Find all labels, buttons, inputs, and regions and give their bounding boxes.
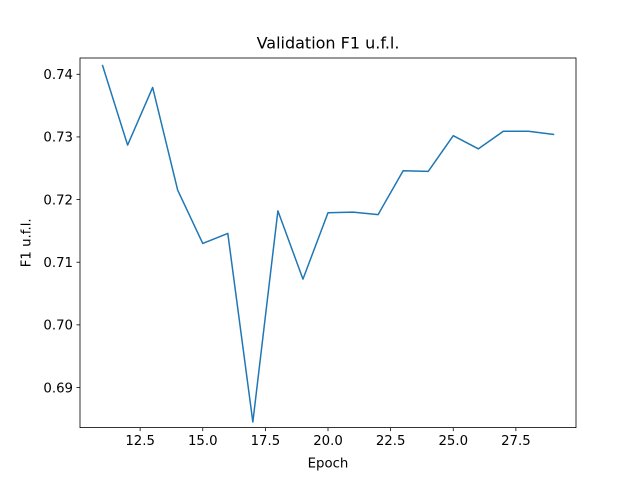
y-tick-label: 0.72 — [43, 193, 73, 208]
y-tick-label: 0.74 — [43, 68, 73, 83]
x-tick-label: 17.5 — [251, 434, 281, 449]
x-tick-label: 22.5 — [376, 434, 406, 449]
chart-title: Validation F1 u.f.l. — [257, 34, 400, 53]
y-axis-label: F1 u.f.l. — [20, 218, 35, 267]
x-tick-label: 15.0 — [188, 434, 218, 449]
y-tick-label: 0.70 — [43, 319, 73, 334]
x-tick-label: 12.5 — [125, 434, 155, 449]
x-tick-label: 27.5 — [501, 434, 531, 449]
y-tick-label: 0.69 — [43, 381, 73, 396]
x-tick-label: 20.0 — [313, 434, 343, 449]
y-tick-label: 0.73 — [43, 131, 73, 146]
x-tick-label: 25.0 — [438, 434, 468, 449]
y-tick-label: 0.71 — [43, 256, 73, 271]
x-axis-label: Epoch — [308, 457, 349, 472]
plot-area — [80, 58, 576, 428]
